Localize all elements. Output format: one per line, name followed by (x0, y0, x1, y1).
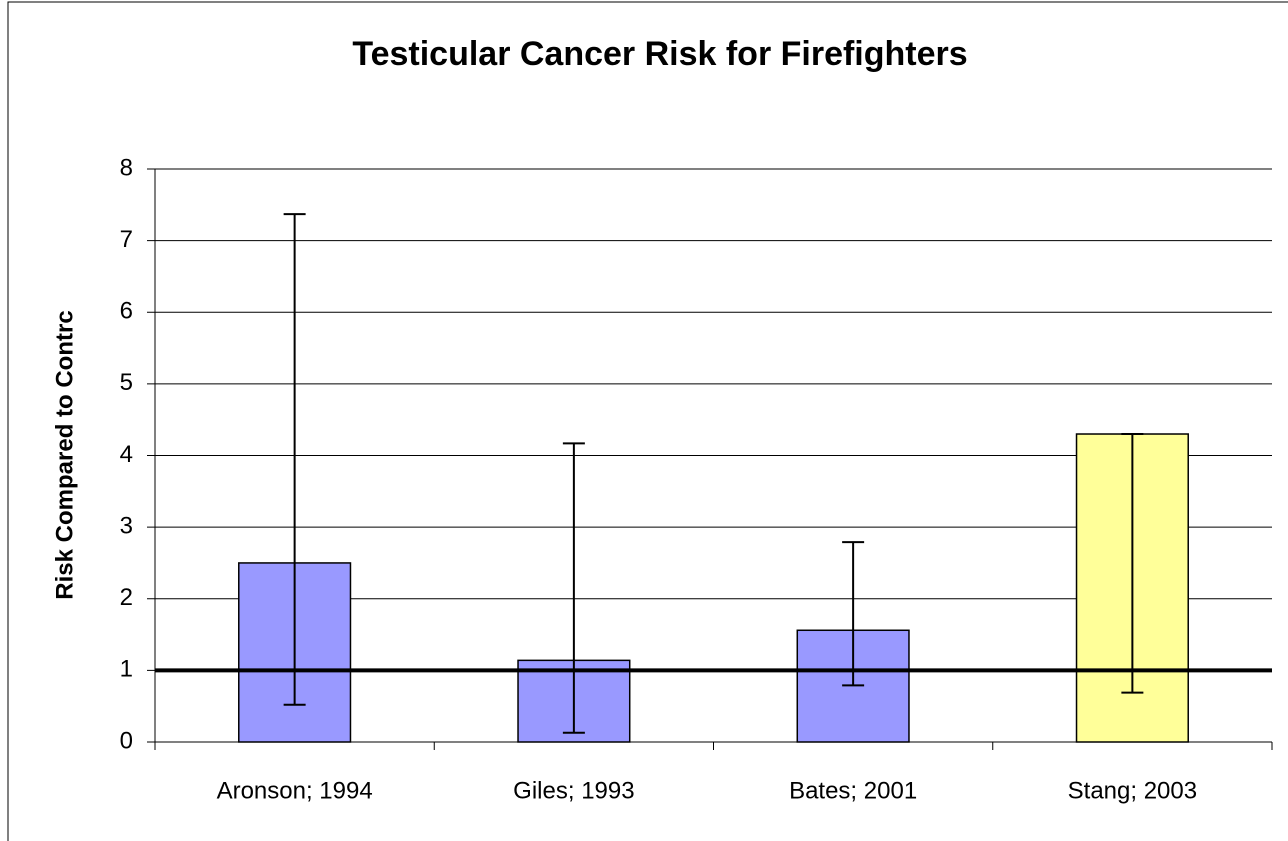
chart-title: Testicular Cancer Risk for Firefighters (352, 35, 967, 73)
y-axis-label: Risk Compared to Contrc (51, 310, 78, 599)
y-tick-label: 2 (120, 584, 133, 611)
y-tick-label: 4 (120, 441, 133, 468)
x-tick-label: Bates; 2001 (789, 777, 917, 804)
y-tick-label: 5 (120, 369, 133, 396)
y-tick-label: 1 (120, 656, 133, 683)
y-tick-label: 3 (120, 512, 133, 539)
y-tick-label: 6 (120, 298, 133, 325)
y-tick-label: 0 (120, 727, 133, 754)
y-tick-label: 8 (120, 154, 133, 181)
x-tick-label: Aronson; 1994 (217, 777, 373, 804)
chart-frame (7, 1, 1288, 841)
x-tick-label: Giles; 1993 (513, 777, 634, 804)
y-tick-label: 7 (120, 226, 133, 253)
x-tick-label: Stang; 2003 (1068, 777, 1197, 804)
